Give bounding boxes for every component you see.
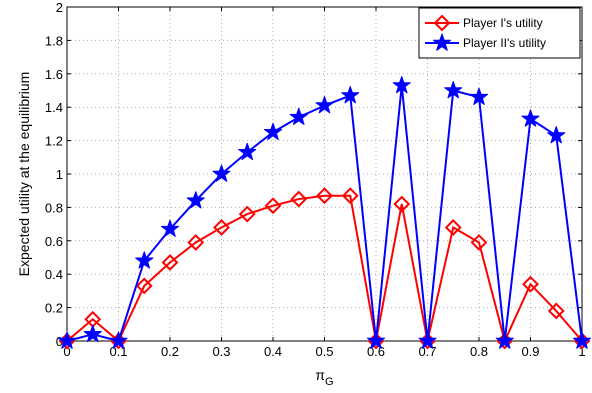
legend: Player I's utility Player II's utility [418,7,581,59]
y-tick-label: 1.8 [45,33,63,48]
data-point [263,122,283,141]
data-point [521,109,540,127]
x-axis-label-subscript: G [325,376,334,388]
legend-marker [432,33,452,51]
x-tick-label: 0.9 [521,344,539,359]
data-point [187,234,205,251]
data-point [444,219,462,236]
data-point [109,331,128,349]
y-tick-label: 1.4 [45,100,63,115]
legend-label: Player I's utility [463,16,543,30]
x-tick-label: 0.2 [161,344,179,359]
data-point [572,331,592,349]
y-tick-label: 0.4 [45,267,63,282]
x-tick-label: 0.1 [109,344,127,359]
data-point [366,331,386,349]
series-player-1 [58,187,591,350]
x-tick-label: 0.6 [367,344,385,359]
data-point [470,234,488,251]
data-point [57,331,77,349]
series-layer [57,75,592,350]
data-point [341,86,360,104]
data-point [469,87,489,105]
data-point [495,331,514,349]
data-point [316,187,333,205]
data-point [186,191,205,209]
data-point [444,81,463,99]
data-point [135,251,154,269]
data-point [393,195,411,213]
data-point [290,190,308,208]
x-axis-label-main: π [315,367,325,383]
data-point [212,164,231,182]
x-axis-label: πG [315,367,333,388]
data-point [160,219,180,237]
legend-marker [433,14,451,32]
legend-entry: Player II's utility [425,33,546,51]
x-tick-label: 0.8 [470,344,488,359]
y-tick-label: 1 [56,167,63,182]
data-point [522,275,539,293]
y-tick-label: 1.2 [45,134,63,149]
legend-label: Player II's utility [463,36,546,50]
y-tick-label: 2 [56,0,63,15]
data-point [161,254,179,271]
data-point [547,302,565,320]
data-point [289,107,308,125]
data-point [264,197,282,215]
y-axis-label: Expected utility at the equilibrium [16,72,32,277]
data-point [83,324,102,343]
x-tick-label: 0 [63,344,70,359]
data-point [213,219,230,236]
y-tick-label: 0.6 [45,234,63,249]
x-tick-label: 1 [578,344,585,359]
data-point [392,75,411,94]
data-point [135,277,153,295]
series-player-2 [57,75,592,349]
data-point [315,96,334,114]
x-tick-label: 0.4 [264,344,282,359]
data-point [238,205,256,223]
series-line [66,194,583,344]
legend-entry: Player I's utility [425,14,543,32]
data-point [341,187,359,205]
x-tick-label: 0.3 [212,344,230,359]
data-point [238,142,257,161]
y-tick-label: 1.6 [45,67,63,82]
data-point [418,331,437,349]
y-tick-label: 0.8 [45,200,63,215]
x-tick-label: 0.7 [418,344,436,359]
data-point [547,126,566,144]
x-tick-label: 0.5 [315,344,333,359]
y-tick-label: 0.2 [45,301,63,316]
